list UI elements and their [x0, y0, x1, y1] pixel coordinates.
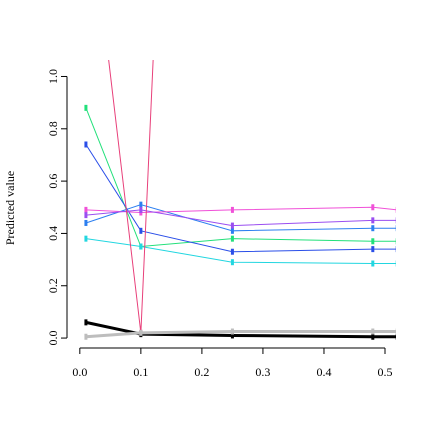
point: [371, 217, 375, 224]
point: [371, 238, 375, 245]
point: [84, 212, 88, 219]
point: [230, 235, 234, 242]
point: [230, 332, 234, 339]
point: [84, 141, 88, 148]
point: [395, 238, 396, 245]
series-line: [108, 60, 154, 333]
point: [84, 235, 88, 242]
point: [230, 328, 234, 335]
y-tick-label: 0.8: [46, 121, 60, 136]
point: [371, 204, 375, 211]
point: [371, 328, 375, 335]
point: [230, 222, 234, 229]
point: [230, 227, 234, 234]
y-tick-label: 0.2: [46, 278, 60, 293]
point: [230, 206, 234, 213]
point: [395, 246, 396, 253]
point: [371, 246, 375, 253]
point: [395, 206, 396, 213]
x-tick-label: 0.4: [316, 365, 331, 379]
y-tick-label: 0.4: [46, 226, 60, 241]
point: [84, 104, 88, 111]
point: [139, 227, 143, 234]
series-line: [85, 144, 396, 253]
point: [230, 259, 234, 266]
series-line: [85, 206, 396, 214]
point: [395, 333, 396, 340]
point: [395, 217, 396, 224]
y-tick-label: 0.6: [46, 174, 60, 189]
point: [139, 329, 143, 336]
point: [139, 206, 143, 213]
y-tick-label: 0.0: [46, 331, 60, 346]
point: [395, 260, 396, 267]
point: [371, 225, 375, 232]
plot-area: [84, 60, 396, 340]
point: [84, 333, 88, 340]
x-tick-label: 0.5: [378, 365, 393, 379]
x-tick-label: 0.1: [133, 365, 148, 379]
point: [84, 219, 88, 226]
point: [139, 243, 143, 250]
y-tick-label: 1.0: [46, 69, 60, 84]
x-tick-label: 0.3: [255, 365, 270, 379]
x-tick-label: 0.0: [72, 365, 87, 379]
y-axis-label: Predicted value: [3, 171, 17, 245]
point: [84, 319, 88, 326]
point: [395, 225, 396, 232]
point: [230, 248, 234, 255]
point: [395, 328, 396, 335]
x-tick-label: 0.2: [194, 365, 209, 379]
point: [84, 206, 88, 213]
point: [371, 333, 375, 340]
point: [371, 260, 375, 267]
point: [139, 201, 143, 208]
